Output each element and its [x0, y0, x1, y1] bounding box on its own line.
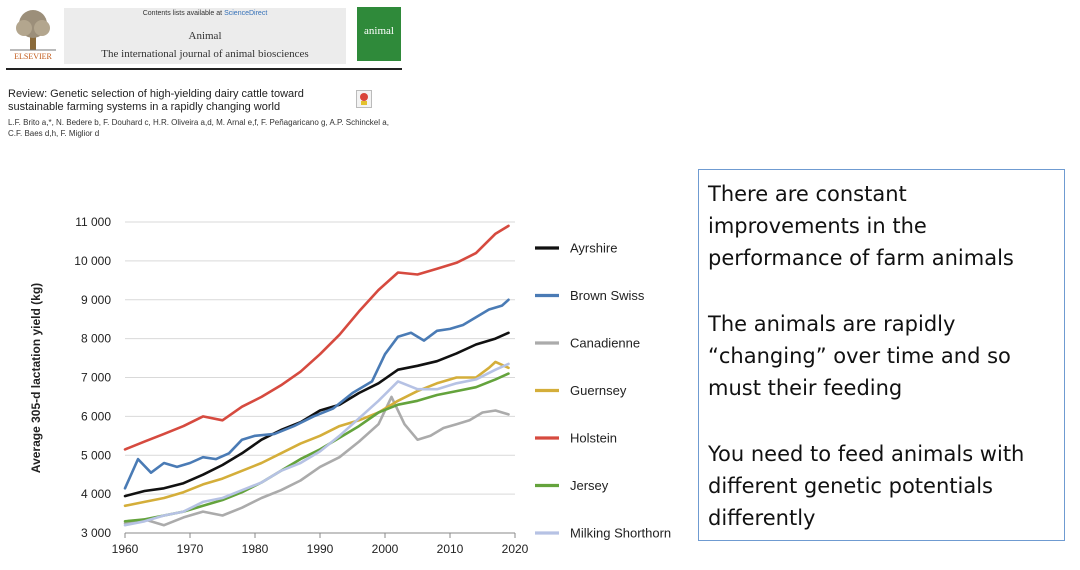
- series-line-holstein: [123, 224, 510, 451]
- affiliation-line: [8, 184, 428, 190]
- legend-label: Milking Shorthorn: [570, 526, 671, 541]
- header-divider: [6, 68, 402, 70]
- article-title-line-2: sustainable farming systems in a rapidly…: [8, 101, 281, 113]
- series-line-milking-shorthorn: [123, 362, 510, 527]
- info-text-box: There are constant improvements in the p…: [698, 169, 1065, 541]
- info-paragraph-1: There are constant improvements in the p…: [708, 182, 1014, 270]
- series-line-ayrshire: [123, 331, 510, 498]
- journal-header: ELSEVIER Contents lists available at Sci…: [0, 4, 404, 70]
- legend-label: Brown Swiss: [570, 288, 645, 303]
- article-authors-line-1: L.F. Brito a,*, N. Bedere b, F. Douhard …: [8, 118, 389, 127]
- y-tick-label: 10 000: [74, 254, 111, 268]
- y-tick-label: 9 000: [81, 293, 111, 307]
- sciencedirect-link[interactable]: ScienceDirect: [224, 10, 268, 17]
- article-authors-line-2: C.F. Baes d,h, F. Miglior d: [8, 129, 100, 138]
- y-tick-label: 6 000: [81, 409, 111, 423]
- y-tick-label: 4 000: [81, 487, 111, 501]
- journal-subtitle: The international journal of animal bios…: [101, 48, 309, 60]
- x-tick-label: 2000: [372, 542, 399, 556]
- publisher-logo: [6, 8, 60, 64]
- x-tick-label: 1980: [242, 542, 269, 556]
- crossmark-icon[interactable]: [356, 90, 372, 108]
- journal-name: Animal: [188, 30, 222, 42]
- series-line-guernsey: [123, 360, 510, 508]
- x-tick-label: 1990: [307, 542, 334, 556]
- journal-banner: Contents lists available at ScienceDirec…: [64, 8, 346, 64]
- axes: 3 000 4 000 5 000 6 000 7 000 8 000 9 000 10 00…: [74, 215, 528, 556]
- legend-label: Canadienne: [570, 336, 640, 351]
- journal-cover-image: animal: [357, 7, 401, 61]
- legend: Ayrshire Brown Swiss Canadienne Guernsey Hol…: [535, 241, 671, 541]
- y-tick-label: 7 000: [81, 371, 111, 385]
- publisher-name: ELSEVIER: [14, 52, 52, 61]
- x-tick-label: 2010: [437, 542, 464, 556]
- legend-label: Ayrshire: [570, 241, 617, 256]
- legend-label: Guernsey: [570, 383, 627, 398]
- series-line-canadienne: [123, 395, 510, 527]
- y-tick-label: 3 000: [81, 526, 111, 540]
- lactation-yield-chart: 3 000 4 000 5 000 6 000 7 000 8 000 9 000 10 00…: [29, 215, 671, 556]
- affiliations-block: [8, 142, 428, 190]
- availability-line: Contents lists available at ScienceDirec…: [64, 10, 346, 17]
- journal-cover-word: animal: [364, 25, 394, 37]
- legend-label: Jersey: [570, 478, 609, 493]
- x-tick-label: 1960: [112, 542, 139, 556]
- y-tick-label: 8 000: [81, 332, 111, 346]
- y-tick-label: 11 000: [75, 215, 111, 229]
- availability-prefix: Contents lists available at: [142, 10, 223, 17]
- series-line-brown-swiss: [123, 298, 510, 490]
- legend-label: Holstein: [570, 431, 617, 446]
- info-paragraph-3: You need to feed animals with different …: [708, 442, 1025, 530]
- series-line-jersey: [123, 372, 510, 523]
- series-lines: [123, 224, 510, 527]
- x-tick-label: 2020: [502, 542, 529, 556]
- y-axis-label: Average 305-d lactation yield (kg): [29, 283, 43, 473]
- y-tick-label: 5 000: [81, 448, 111, 462]
- x-tick-label: 1970: [177, 542, 204, 556]
- info-paragraph-2: The animals are rapidly “changing” over …: [708, 312, 1011, 400]
- article-title-line-1: Review: Genetic selection of high-yieldi…: [8, 88, 304, 100]
